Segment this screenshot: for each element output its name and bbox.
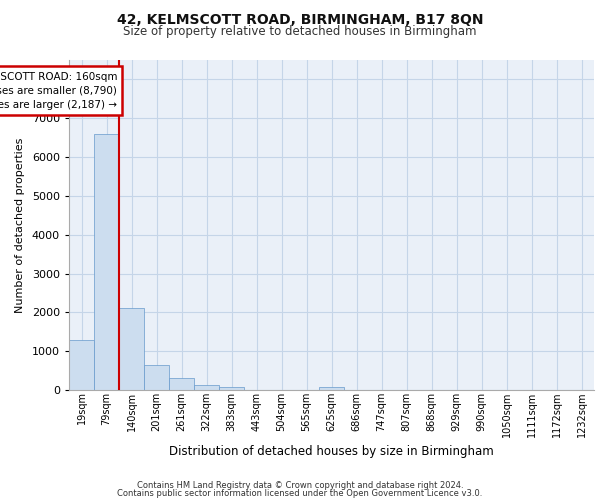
Bar [94,134,119,390]
Bar [194,385,219,390]
Y-axis label: Number of detached properties: Number of detached properties [15,138,25,312]
Text: Size of property relative to detached houses in Birmingham: Size of property relative to detached ho… [123,25,477,38]
X-axis label: Distribution of detached houses by size in Birmingham: Distribution of detached houses by size … [169,445,494,458]
Bar [69,340,94,390]
Text: Contains public sector information licensed under the Open Government Licence v3: Contains public sector information licen… [118,489,482,498]
Bar [144,365,169,390]
Bar [169,378,194,390]
Text: 42 KELMSCOTT ROAD: 160sqm
← 80% of detached houses are smaller (8,790)
20% of se: 42 KELMSCOTT ROAD: 160sqm ← 80% of detac… [0,72,117,110]
Bar [119,308,144,390]
Text: 42, KELMSCOTT ROAD, BIRMINGHAM, B17 8QN: 42, KELMSCOTT ROAD, BIRMINGHAM, B17 8QN [117,12,483,26]
Bar [219,387,244,390]
Text: Contains HM Land Registry data © Crown copyright and database right 2024.: Contains HM Land Registry data © Crown c… [137,480,463,490]
Bar [319,387,344,390]
